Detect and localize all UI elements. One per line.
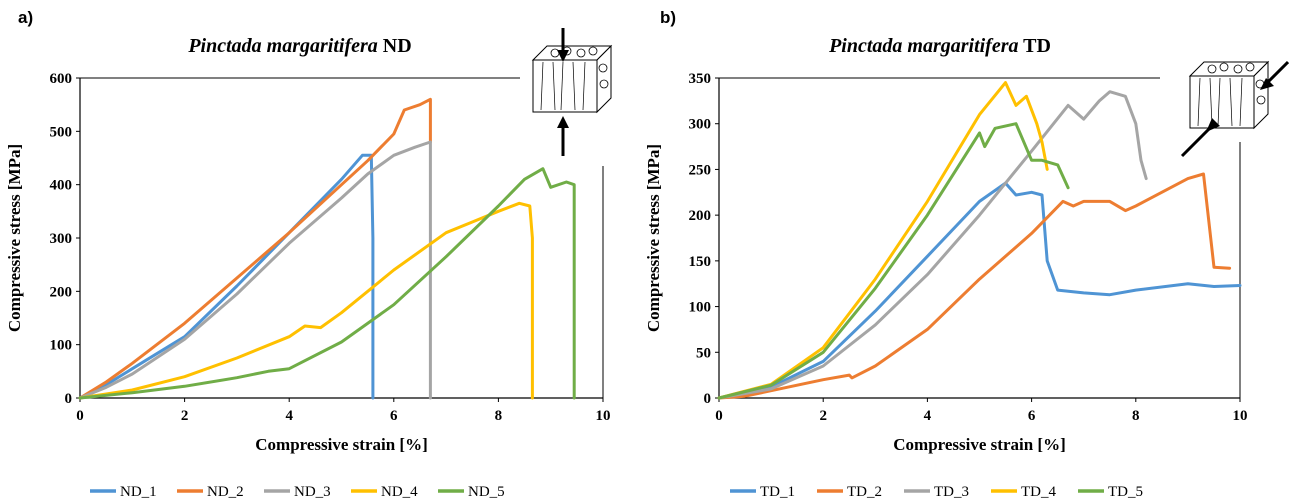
series-line-ND_4 [78, 201, 534, 400]
y-tick-label: 500 [50, 124, 73, 140]
legend-label-ND_1: ND_1 [120, 484, 157, 500]
y-tick-label: 300 [50, 231, 73, 247]
x-axis-label: Compressive strain [%] [255, 435, 428, 454]
legend-label-TD_2: TD_2 [847, 484, 882, 500]
x-tick-label: 4 [924, 408, 932, 424]
y-axis-label: Compressive stress [MPa] [5, 144, 24, 332]
series-line-ND_5 [78, 167, 576, 400]
chart-title-suffix: TD [1019, 35, 1051, 57]
x-tick-label: 6 [390, 408, 398, 424]
legend-label-TD_1: TD_1 [760, 484, 795, 500]
legend-label-TD_4: TD_4 [1021, 484, 1056, 500]
series-line-TD_4 [717, 81, 1049, 400]
y-tick-label: 400 [50, 178, 73, 194]
x-tick-label: 0 [715, 408, 723, 424]
y-tick-label: 0 [704, 391, 712, 407]
legend-label-ND_2: ND_2 [207, 484, 244, 500]
y-tick-label: 250 [689, 162, 712, 178]
x-tick-label: 4 [285, 408, 293, 424]
panel-label-b: b) [660, 8, 677, 27]
x-tick-label: 6 [1028, 408, 1036, 424]
chart-title-italic: Pinctada margaritifera [187, 35, 377, 57]
chart-title: Pinctada margaritifera ND [187, 35, 411, 57]
panel-label-a: a) [18, 8, 34, 27]
series-line-ND_2 [78, 97, 432, 400]
series-line-TD_5 [717, 122, 1070, 400]
y-tick-label: 200 [50, 284, 73, 300]
y-tick-label: 150 [689, 254, 712, 270]
y-tick-label: 100 [50, 338, 73, 354]
chart-panel-0: Pinctada margaritifera ND010020030040050… [5, 35, 611, 500]
legend-label-ND_4: ND_4 [381, 484, 418, 500]
legend-label-ND_5: ND_5 [468, 484, 505, 500]
series-line-TD_3 [717, 90, 1148, 400]
chart-panel-1: Pinctada margaritifera TD050100150200250… [644, 35, 1248, 500]
nacre-block-compression-vertical-icon [531, 28, 613, 156]
y-tick-label: 600 [50, 71, 73, 87]
chart-title-italic: Pinctada margaritifera [828, 35, 1018, 57]
series-line-TD_2 [717, 172, 1232, 400]
x-tick-label: 0 [76, 408, 84, 424]
x-tick-label: 8 [1132, 408, 1140, 424]
x-tick-label: 8 [495, 408, 503, 424]
legend-label-TD_5: TD_5 [1108, 484, 1143, 500]
series-line-ND_3 [78, 140, 432, 400]
y-tick-label: 200 [689, 208, 712, 224]
x-tick-label: 2 [819, 408, 827, 424]
y-tick-label: 100 [689, 300, 712, 316]
y-axis-label: Compressive stress [MPa] [644, 144, 663, 332]
x-tick-label: 2 [181, 408, 189, 424]
y-tick-label: 0 [65, 391, 73, 407]
x-axis-label: Compressive strain [%] [893, 435, 1066, 454]
x-tick-label: 10 [1233, 408, 1248, 424]
nacre-block-compression-diagonal-icon [1180, 60, 1289, 158]
legend-label-ND_3: ND_3 [294, 484, 331, 500]
y-tick-label: 350 [689, 71, 712, 87]
chart-title: Pinctada margaritifera TD [828, 35, 1051, 57]
x-tick-label: 10 [596, 408, 611, 424]
series-line-TD_1 [717, 181, 1242, 400]
y-tick-label: 50 [696, 345, 711, 361]
chart-title-suffix: ND [378, 35, 412, 57]
legend-label-TD_3: TD_3 [934, 484, 969, 500]
y-tick-label: 300 [689, 117, 712, 133]
